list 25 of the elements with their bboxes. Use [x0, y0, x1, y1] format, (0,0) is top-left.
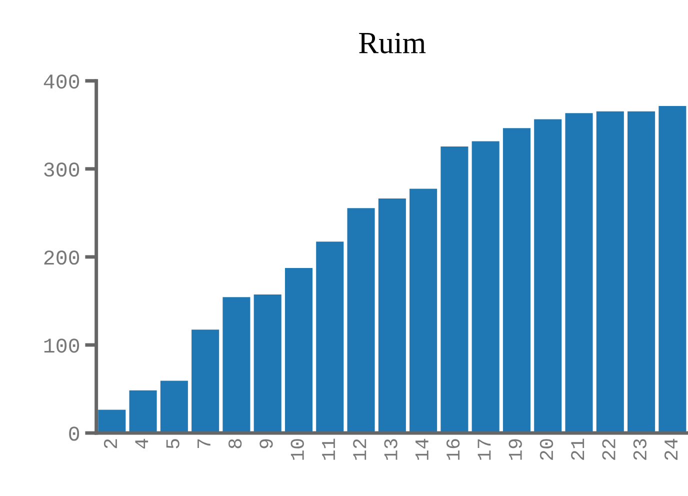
x-tick-label: 13 [384, 439, 398, 460]
x-tick-label: 17 [478, 439, 491, 460]
y-tick-label: 100 [44, 338, 80, 353]
y-tick-label: 300 [44, 162, 80, 177]
x-tick-label: 16 [446, 439, 460, 460]
x-tick-label: 22 [602, 439, 616, 460]
chart-title: Ruim [359, 32, 426, 54]
x-tick-label: 21 [571, 438, 584, 460]
x-tick-label: 2 [104, 439, 117, 448]
x-tick-label: 9 [260, 439, 273, 448]
x-tick-label: 5 [166, 439, 180, 448]
x-tick-label: 19 [508, 439, 522, 460]
x-tick-label: 10 [290, 439, 304, 460]
x-tick-label: 11 [322, 438, 335, 460]
x-tick-label: 24 [664, 438, 678, 460]
x-tick-label: 14 [416, 438, 428, 460]
y-tick-label: 400 [44, 74, 80, 89]
x-tick-label: 4 [135, 438, 148, 449]
y-tick-label: 200 [44, 250, 80, 265]
x-tick-label: 23 [633, 439, 647, 460]
x-tick-label: 20 [540, 439, 554, 460]
y-tick-label: 0 [69, 426, 80, 441]
x-tick-label: 12 [353, 439, 366, 460]
x-tick-label: 8 [228, 439, 242, 448]
x-tick-label: 7 [198, 439, 210, 448]
